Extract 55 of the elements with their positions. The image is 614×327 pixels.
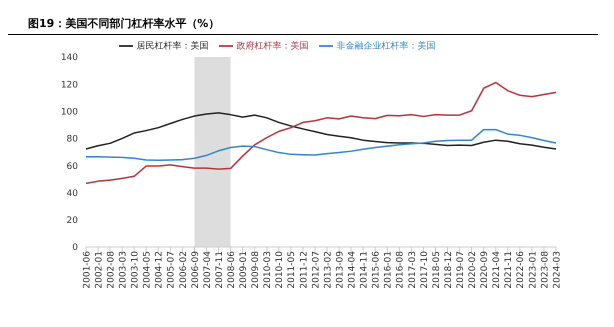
x-tick-label: 2016-08 xyxy=(396,250,406,289)
x-tick-label: 2011-12 xyxy=(299,251,310,289)
line-series xyxy=(85,82,557,184)
x-tick-label: 2009-01 xyxy=(239,251,250,289)
x-tick-label: 2021-11 xyxy=(504,251,514,289)
y-tick-label: 120 xyxy=(60,80,78,90)
x-tick-label: 2008-06 xyxy=(227,250,238,289)
x-tick-label: 2009-08 xyxy=(251,250,262,289)
x-tick-label: 2015-06 xyxy=(372,250,382,289)
x-tick-label: 2014-04 xyxy=(348,250,358,289)
x-tick-label: 2017-03 xyxy=(408,251,418,289)
y-tick-label: 0 xyxy=(72,243,78,254)
x-tick-label: 2011-05 xyxy=(287,251,298,289)
x-tick-label: 2007-11 xyxy=(214,251,225,289)
x-tick-label: 2007-04 xyxy=(202,250,213,289)
legend-label: 非金融企业杠杆率：美国 xyxy=(336,41,436,52)
x-tick-label: 2014-11 xyxy=(360,251,370,289)
x-tick-label: 2006-02 xyxy=(178,251,189,289)
legend-label: 政府杠杆率：美国 xyxy=(236,41,308,52)
y-tick-label: 40 xyxy=(66,188,78,199)
x-tick-label: 2010-10 xyxy=(275,250,286,289)
y-tick-label: 20 xyxy=(66,216,78,226)
line-series xyxy=(85,128,557,162)
y-tick-label: 80 xyxy=(66,134,78,145)
x-tick-label: 2004-05 xyxy=(142,251,153,289)
x-tick-label: 2006-09 xyxy=(190,250,201,289)
x-tick-label: 2018-12 xyxy=(444,251,454,289)
x-tick-label: 2020-02 xyxy=(468,251,478,289)
x-tick-label: 2002-08 xyxy=(106,250,116,289)
x-tick-label: 2004-12 xyxy=(154,251,165,289)
y-tick-label: 140 xyxy=(60,53,78,64)
line-series xyxy=(85,112,557,150)
x-tick-label: 2003-10 xyxy=(130,250,141,289)
legend-label: 居民杠杆率：美国 xyxy=(136,41,208,52)
x-tick-label: 2005-07 xyxy=(166,251,177,289)
x-tick-label: 2001-06 xyxy=(82,250,92,289)
x-tick-label: 2019-07 xyxy=(456,251,466,289)
x-tick-label: 2003-03 xyxy=(118,251,129,289)
x-tick-label: 2010-03 xyxy=(263,251,274,289)
x-tick-label: 2002-01 xyxy=(94,251,104,289)
x-tick-label: 2023-01 xyxy=(528,251,538,289)
x-tick-label: 2022-06 xyxy=(516,250,526,289)
x-tick-label: 2013-02 xyxy=(323,251,334,289)
chart-title: 图19：美国不同部门杠杆率水平（%） xyxy=(28,17,220,30)
x-tick-label: 2020-09 xyxy=(480,250,490,289)
x-tick-label: 2023-08 xyxy=(540,250,550,289)
x-tick-label: 2021-04 xyxy=(492,250,502,289)
x-tick-label: 2017-10 xyxy=(420,250,430,289)
x-tick-label: 2018-05 xyxy=(432,251,442,289)
x-tick-label: 2024-03 xyxy=(552,251,562,289)
x-tick-label: 2013-09 xyxy=(335,250,346,289)
x-tick-label: 2012-07 xyxy=(311,251,322,289)
y-tick-label: 60 xyxy=(66,162,78,172)
y-tick-label: 100 xyxy=(60,107,78,118)
x-tick-label: 2016-01 xyxy=(384,251,394,289)
